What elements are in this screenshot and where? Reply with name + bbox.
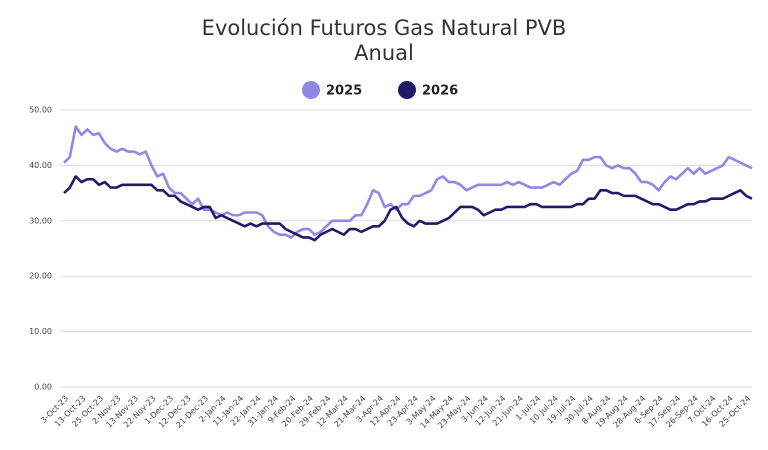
y-tick-label: 40.00 — [29, 161, 52, 170]
y-tick-label: 0.00 — [34, 383, 52, 392]
chart-title: Evolución Futuros Gas Natural PVB Anual — [201, 16, 567, 65]
y-tick-label: 50.00 — [29, 106, 52, 115]
legend-label: 2025 — [326, 84, 362, 99]
series-line — [63, 125, 753, 239]
y-tick-label: 20.00 — [29, 272, 52, 281]
y-tick-label: 30.00 — [29, 216, 52, 225]
legend-marker — [398, 81, 416, 99]
y-tick-label: 10.00 — [29, 327, 52, 336]
legend-label: 2026 — [422, 84, 458, 99]
series-line — [63, 175, 753, 242]
legend-marker — [302, 81, 320, 99]
